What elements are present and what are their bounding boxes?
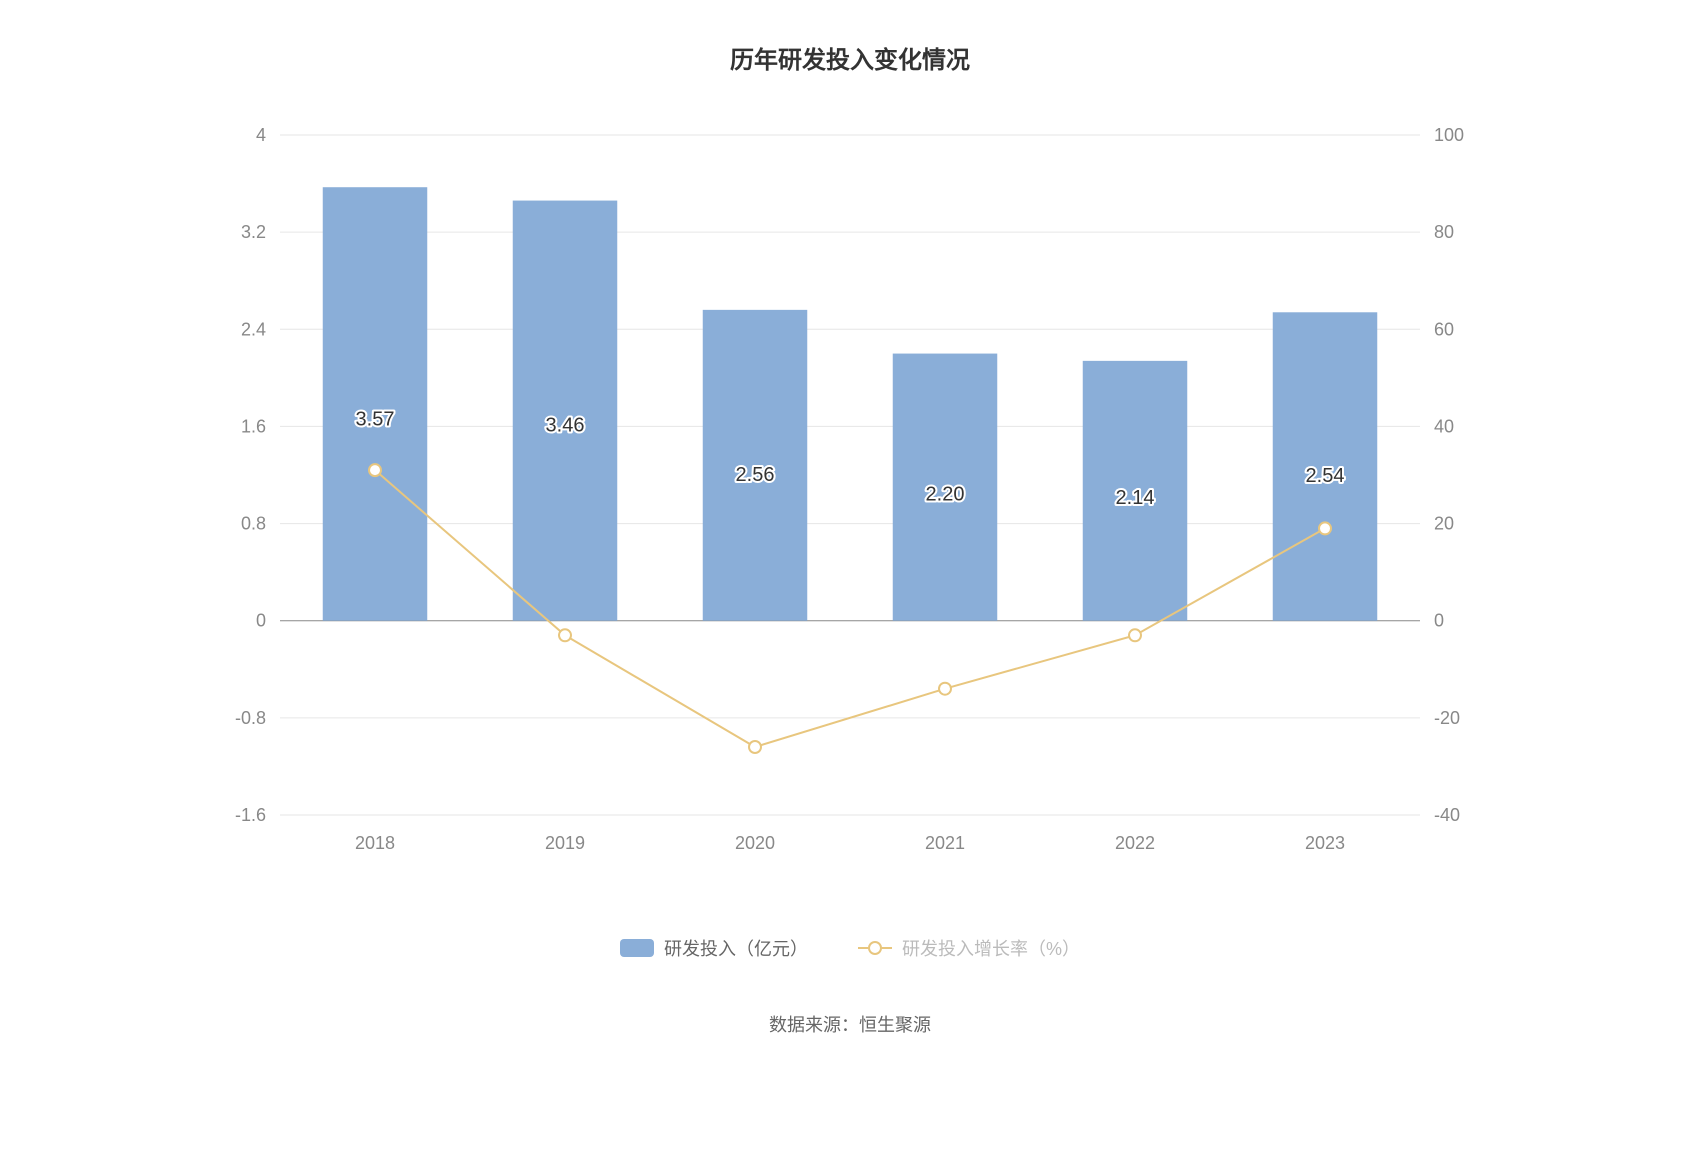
- left-axis-tick-label: 0.8: [241, 514, 266, 534]
- left-axis-tick-label: -1.6: [235, 805, 266, 825]
- bar-value-label: 3.57: [356, 409, 395, 431]
- growth-line-marker: [369, 464, 381, 476]
- x-axis-tick-label: 2019: [545, 833, 585, 853]
- left-axis-tick-label: 2.4: [241, 319, 266, 339]
- x-axis-tick-label: 2020: [735, 833, 775, 853]
- x-axis-tick-label: 2021: [925, 833, 965, 853]
- growth-line-marker: [1129, 629, 1141, 641]
- legend: 研发投入（亿元） 研发投入增长率（%）: [200, 935, 1500, 961]
- right-axis-tick-label: 0: [1434, 611, 1444, 631]
- growth-line-marker: [1319, 522, 1331, 534]
- growth-line-marker: [559, 629, 571, 641]
- chart-title: 历年研发投入变化情况: [200, 40, 1500, 75]
- right-axis-tick-label: 100: [1434, 125, 1464, 145]
- chart-area: -1.6 -0.8 0 0.8 1.6 2.4 3.2 4 -40 -20 0 20 40 60 80 100…: [200, 115, 1500, 875]
- legend-line-swatch: [858, 939, 892, 957]
- legend-item-line: 研发投入增长率（%）: [858, 935, 1080, 961]
- bar: [323, 187, 428, 621]
- bar: [513, 201, 618, 621]
- right-axis-tick-label: -20: [1434, 708, 1460, 728]
- legend-bar-swatch: [620, 939, 654, 957]
- bar-value-label: 2.20: [926, 484, 965, 506]
- bar-value-label: 2.54: [1306, 465, 1345, 487]
- chart-container: 历年研发投入变化情况 -1.6 -0.8 0 0.8 1.6 2.4 3.2 4 -40 -20 0…: [0, 0, 1700, 1150]
- left-axis-tick-label: 4: [256, 125, 266, 145]
- bar-value-label: 2.56: [736, 464, 775, 486]
- left-axis-tick-label: 3.2: [241, 222, 266, 242]
- growth-line-marker: [749, 741, 761, 753]
- growth-line-marker: [939, 683, 951, 695]
- right-axis-tick-label: -40: [1434, 805, 1460, 825]
- right-axis-tick-label: 60: [1434, 319, 1454, 339]
- right-axis-tick-label: 20: [1434, 514, 1454, 534]
- left-axis-tick-label: -0.8: [235, 708, 266, 728]
- bar-value-label: 2.14: [1116, 487, 1155, 509]
- data-source: 数据来源：恒生聚源: [200, 1011, 1500, 1037]
- x-axis-tick-label: 2022: [1115, 833, 1155, 853]
- left-axis-tick-label: 1.6: [241, 416, 266, 436]
- bar-value-label: 3.46: [546, 415, 585, 437]
- left-axis-tick-label: 0: [256, 611, 266, 631]
- right-axis-tick-label: 40: [1434, 416, 1454, 436]
- legend-item-bar: 研发投入（亿元）: [620, 935, 808, 961]
- right-axis-tick-label: 80: [1434, 222, 1454, 242]
- legend-bar-label: 研发投入（亿元）: [664, 935, 808, 961]
- chart-svg: -1.6 -0.8 0 0.8 1.6 2.4 3.2 4 -40 -20 0 20 40 60 80 100…: [200, 115, 1500, 875]
- legend-line-label: 研发投入增长率（%）: [902, 935, 1080, 961]
- x-axis-tick-label: 2023: [1305, 833, 1345, 853]
- x-axis-tick-label: 2018: [355, 833, 395, 853]
